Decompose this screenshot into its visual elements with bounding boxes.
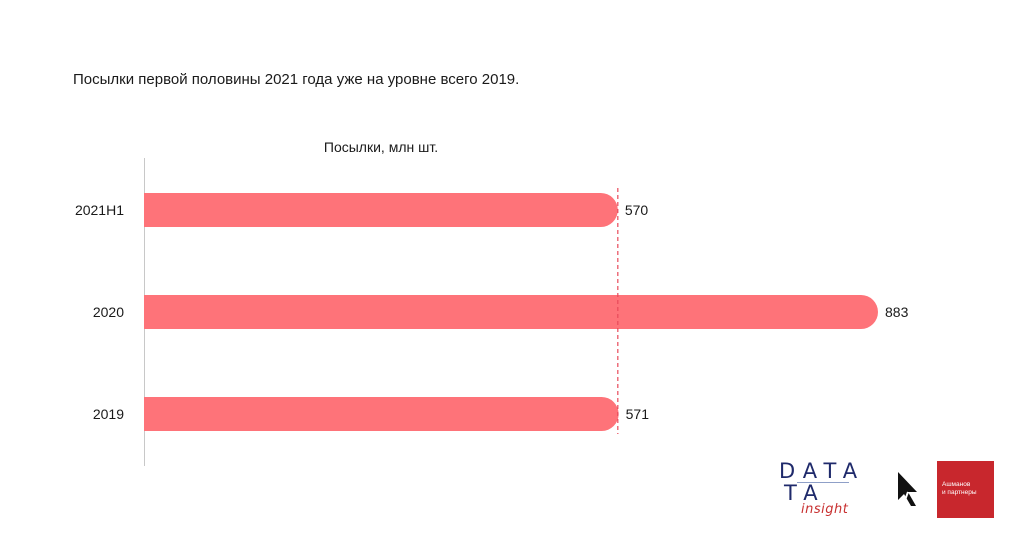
value-label-2020: 883 [885,304,909,320]
chart-title: Посылки, млн шт. [324,139,438,155]
bar-2021H1 [144,193,618,227]
bar-2020 [144,295,878,329]
value-label-2019: 571 [626,406,650,422]
bar-2019 [144,397,619,431]
chart-headline: Посылки первой половины 2021 года уже на… [73,71,520,88]
category-label-2019: 2019 [93,406,124,422]
value-label-2021H1: 570 [625,202,649,218]
category-label-2020: 2020 [93,304,124,320]
category-label-2021H1: 2021H1 [75,202,124,218]
